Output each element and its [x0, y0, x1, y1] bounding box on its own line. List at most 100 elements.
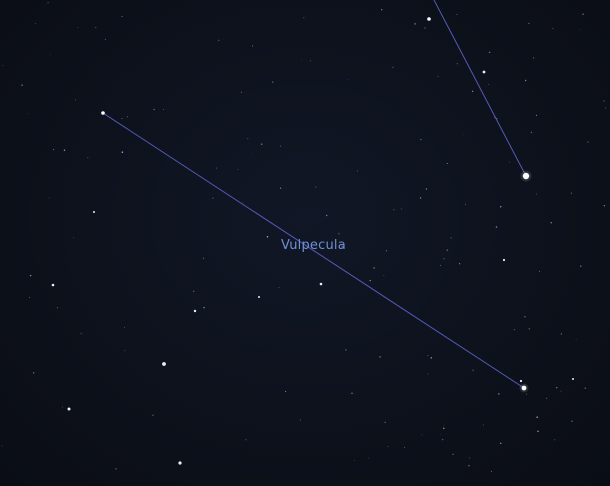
faint-star: [162, 108, 164, 110]
faint-star: [456, 63, 458, 65]
faint-star: [488, 51, 491, 54]
faint-star: [603, 100, 605, 102]
star[interactable]: [572, 378, 574, 380]
star[interactable]: [258, 296, 260, 298]
faint-star: [554, 439, 556, 441]
faint-star: [468, 465, 470, 467]
faint-star: [345, 349, 347, 351]
bright-stars: [51, 17, 574, 465]
faint-star: [450, 237, 452, 239]
faint-star: [87, 157, 89, 159]
faint-star: [75, 99, 77, 101]
faint-star: [536, 193, 538, 195]
faint-star: [605, 107, 607, 109]
faint-star: [524, 315, 526, 318]
star[interactable]: [193, 309, 197, 313]
faint-star: [498, 393, 500, 395]
faint-star: [393, 209, 395, 211]
star[interactable]: [522, 172, 530, 180]
star[interactable]: [162, 362, 166, 366]
faint-star: [61, 406, 63, 408]
faint-star: [441, 438, 444, 441]
star[interactable]: [93, 211, 95, 213]
faint-star: [52, 148, 55, 151]
faint-star: [338, 232, 340, 235]
constellation-label-vulpecula[interactable]: Vulpecula: [281, 238, 346, 253]
faint-star-field: [1, 2, 607, 473]
faint-star: [309, 60, 311, 62]
faint-star: [216, 167, 218, 169]
faint-star: [443, 424, 445, 426]
faint-star: [315, 186, 317, 188]
star[interactable]: [51, 283, 55, 287]
star-halo: [520, 170, 532, 182]
faint-star: [104, 39, 106, 41]
faint-star: [272, 81, 274, 83]
faint-star: [279, 145, 281, 147]
star[interactable]: [67, 407, 71, 411]
faint-star: [252, 45, 254, 47]
faint-star: [495, 226, 498, 228]
faint-star: [462, 134, 464, 136]
faint-star: [472, 369, 474, 371]
star[interactable]: [502, 258, 506, 262]
faint-star: [533, 57, 535, 59]
faint-star: [570, 192, 573, 194]
faint-star: [47, 2, 49, 4]
faint-star: [430, 357, 433, 359]
faint-star: [29, 297, 30, 299]
faint-star: [252, 153, 253, 154]
faint-star: [575, 338, 577, 340]
faint-star: [414, 23, 416, 25]
faint-star: [266, 236, 269, 238]
faint-star: [124, 326, 125, 328]
star[interactable]: [482, 70, 486, 74]
faint-star: [95, 27, 97, 29]
faint-star: [242, 202, 243, 204]
faint-star: [437, 76, 439, 77]
faint-star: [1, 445, 3, 447]
faint-star: [508, 161, 510, 163]
faint-star: [468, 457, 471, 459]
faint-star: [73, 237, 75, 239]
faint-star: [560, 333, 563, 335]
faint-star: [347, 79, 349, 81]
faint-star: [603, 205, 605, 207]
faint-star: [452, 453, 454, 455]
star[interactable]: [319, 282, 323, 286]
faint-star: [115, 468, 117, 470]
faint-star: [21, 84, 23, 86]
faint-star: [384, 421, 386, 424]
faint-star: [446, 162, 448, 165]
faint-star: [80, 332, 82, 335]
faint-star: [383, 274, 385, 277]
faint-star: [530, 131, 533, 134]
faint-star: [278, 287, 280, 289]
faint-star: [124, 350, 126, 351]
faint-star: [580, 265, 582, 267]
faint-star: [203, 306, 205, 309]
faint-star: [419, 197, 422, 199]
star[interactable]: [178, 461, 182, 465]
faint-star: [387, 446, 389, 447]
faint-star: [420, 138, 422, 141]
faint-star: [392, 66, 394, 68]
faint-star: [401, 208, 403, 210]
faint-star: [121, 151, 124, 153]
star[interactable]: [427, 17, 431, 21]
star[interactable]: [521, 385, 527, 391]
faint-star: [237, 168, 239, 170]
faint-star: [496, 118, 498, 120]
faint-star: [240, 91, 243, 94]
star[interactable]: [519, 379, 523, 383]
faint-star: [380, 8, 383, 11]
faint-star: [483, 424, 484, 426]
star[interactable]: [101, 111, 105, 115]
faint-star: [152, 414, 154, 417]
faint-star: [490, 471, 492, 473]
faint-star: [535, 114, 538, 116]
faint-star: [280, 187, 282, 189]
faint-star: [299, 419, 302, 421]
